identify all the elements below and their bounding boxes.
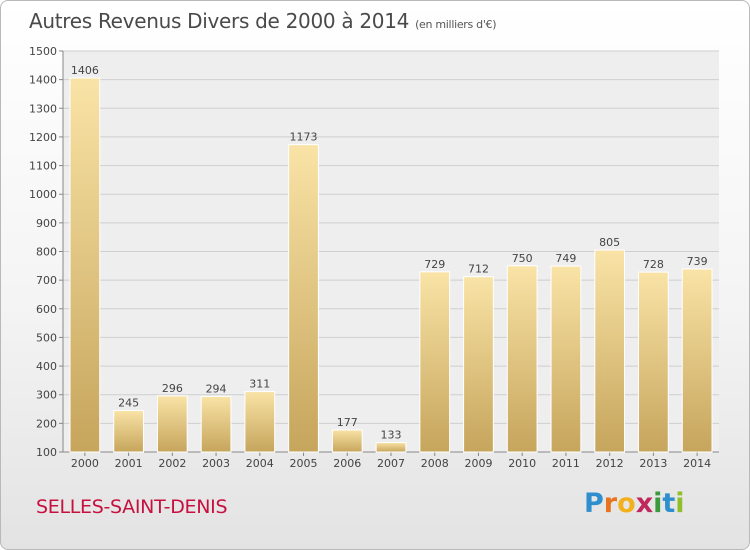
y-tick-label: 200 [36,417,57,430]
logo-letter: t [662,488,676,519]
chart-unit: (en milliers d'€) [415,18,497,31]
bar-2011 [550,265,582,453]
proxiti-logo[interactable]: Proxiti [584,488,685,519]
data-label-2009: 712 [468,263,489,276]
bar-2003 [200,395,232,453]
x-tick-label: 2007 [377,457,405,470]
x-tick-label: 2008 [421,457,449,470]
place-name: SELLES-SAINT-DENIS [36,496,228,518]
y-tick-label: 700 [36,274,57,287]
bar-2006 [331,429,363,453]
y-tick-label: 400 [36,360,57,373]
bar-2008 [419,271,451,453]
data-label-2014: 739 [687,255,708,268]
bar-2009 [463,276,494,453]
bar-2010 [506,265,538,453]
x-tick-label: 2012 [596,457,624,470]
data-label-2004: 311 [249,378,270,391]
bar-2007 [375,442,407,453]
x-tick-label: 2014 [683,457,711,470]
chart-title: Autres Revenus Divers de 2000 à 2014 (en … [29,9,497,33]
y-tick-label: 1300 [29,102,57,115]
data-label-2000: 1406 [71,64,99,77]
logo-letter: P [584,488,604,519]
bar-2012 [594,249,626,453]
x-tick-label: 2005 [290,457,318,470]
x-tick-label: 2001 [115,457,143,470]
logo-letter: i [653,488,663,519]
y-tick-label: 1200 [29,131,57,144]
labels: 100 200 300 400 500 600 700 800 900 1000 1100 1200 1… [29,45,711,470]
data-label-2011: 749 [555,252,576,265]
logo-letter: i [675,488,685,519]
x-tick-label: 2002 [158,457,186,470]
data-label-2012: 805 [599,236,620,249]
logo-letter: r [603,488,618,519]
y-tick-label: 600 [36,303,57,316]
y-tick-label: 800 [36,246,57,259]
x-tick-label: 2006 [333,457,361,470]
data-label-2013: 728 [643,258,664,271]
x-tick-label: 2004 [246,457,274,470]
y-tick-label: 300 [36,389,57,402]
data-label-2008: 729 [424,258,445,271]
x-tick-label: 2000 [71,457,99,470]
logo-letter: x [635,488,654,519]
bar-2004 [244,391,276,453]
data-label-2006: 177 [337,416,358,429]
bar-2000 [69,77,101,453]
data-label-2005: 1173 [290,131,318,144]
bar-2013 [638,271,669,453]
logo-letter: o [617,488,636,519]
bar-2014 [681,268,713,453]
bar-2002 [156,395,188,453]
data-label-2007: 133 [381,429,402,442]
y-tick-label: 500 [36,331,57,344]
y-tick-label: 100 [36,446,57,459]
x-tick-label: 2009 [464,457,492,470]
bars [69,77,713,453]
data-label-2001: 245 [118,396,139,409]
bar-2001 [113,409,144,453]
data-label-2002: 296 [162,382,183,395]
x-tick-label: 2011 [552,457,580,470]
y-tick-label: 1500 [29,45,57,58]
y-tick-label: 1000 [29,188,57,201]
x-tick-label: 2003 [202,457,230,470]
y-tick-label: 1400 [29,74,57,87]
data-label-2010: 750 [512,252,533,265]
data-label-2003: 294 [206,382,227,395]
chart-title-text: Autres Revenus Divers de 2000 à 2014 [29,9,410,33]
bar-2005 [288,144,319,453]
y-tick-label: 1100 [29,160,57,173]
x-tick-label: 2013 [639,457,667,470]
x-tick-label: 2010 [508,457,536,470]
y-tick-label: 900 [36,217,57,230]
